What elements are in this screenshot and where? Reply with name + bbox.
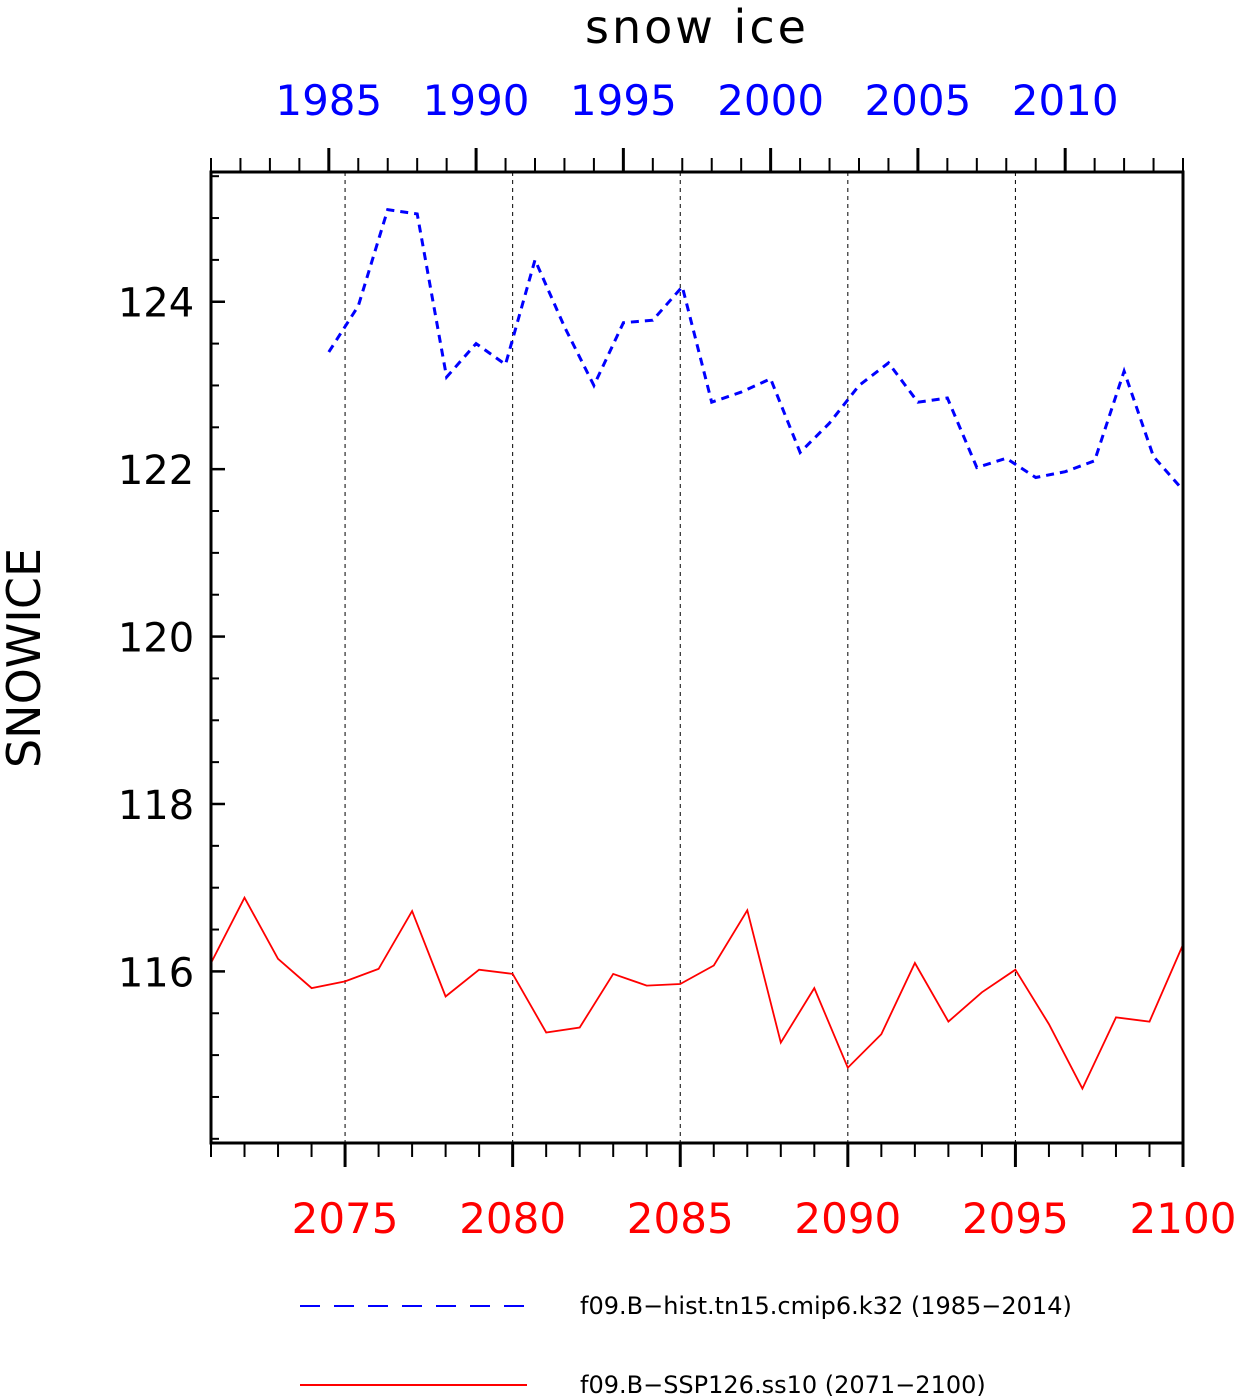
top-tick-label-3: 2000 xyxy=(717,76,824,125)
series-line-0 xyxy=(327,208,1185,492)
y-tick-label-0: 116 xyxy=(118,950,194,996)
top-tick-label-0: 1985 xyxy=(275,76,382,125)
y-tick-label-2: 120 xyxy=(118,616,194,662)
bottom-tick-label-5: 2100 xyxy=(1130,1194,1237,1243)
series-lines xyxy=(210,208,1185,1091)
series-0-point xyxy=(1004,456,1009,461)
bottom-tick-label-3: 2090 xyxy=(794,1194,901,1243)
top-tick-label-2: 1995 xyxy=(570,76,677,125)
series-0-point xyxy=(562,324,567,329)
tick-labels: 116 118 120 122 124 1985 1990 1995 2000 2005 2010 2… xyxy=(118,76,1237,1243)
bottom-tick-label-1: 2080 xyxy=(459,1194,566,1243)
bottom-tick-label-2: 2085 xyxy=(627,1194,734,1243)
plot-frame xyxy=(209,170,1185,1145)
y-tick-label-4: 124 xyxy=(118,281,194,327)
top-tick-label-5: 2010 xyxy=(1012,76,1119,125)
series-0-point xyxy=(1151,454,1156,459)
legend: f09.B−hist.tn15.cmip6.k32 (1985−2014) f0… xyxy=(300,1292,1072,1399)
legend-label-ssp126: f09.B−SSP126.ss10 (2071−2100) xyxy=(580,1371,986,1399)
series-0-point xyxy=(768,376,773,381)
y-tick-label-3: 122 xyxy=(118,448,194,494)
series-0-point xyxy=(503,362,508,367)
chart-title: snow ice xyxy=(585,0,809,54)
bottom-tick-label-4: 2095 xyxy=(962,1194,1069,1243)
y-tick-label-1: 118 xyxy=(118,783,194,829)
bottom-tick-label-0: 2075 xyxy=(292,1194,399,1243)
series-line-1 xyxy=(210,895,1184,1091)
y-axis-label: SNOWICE xyxy=(0,548,51,768)
axis-ticks xyxy=(210,148,1185,1167)
legend-label-hist: f09.B−hist.tn15.cmip6.k32 (1985−2014) xyxy=(580,1292,1072,1320)
top-tick-label-1: 1990 xyxy=(423,76,530,125)
top-tick-label-4: 2005 xyxy=(864,76,971,125)
